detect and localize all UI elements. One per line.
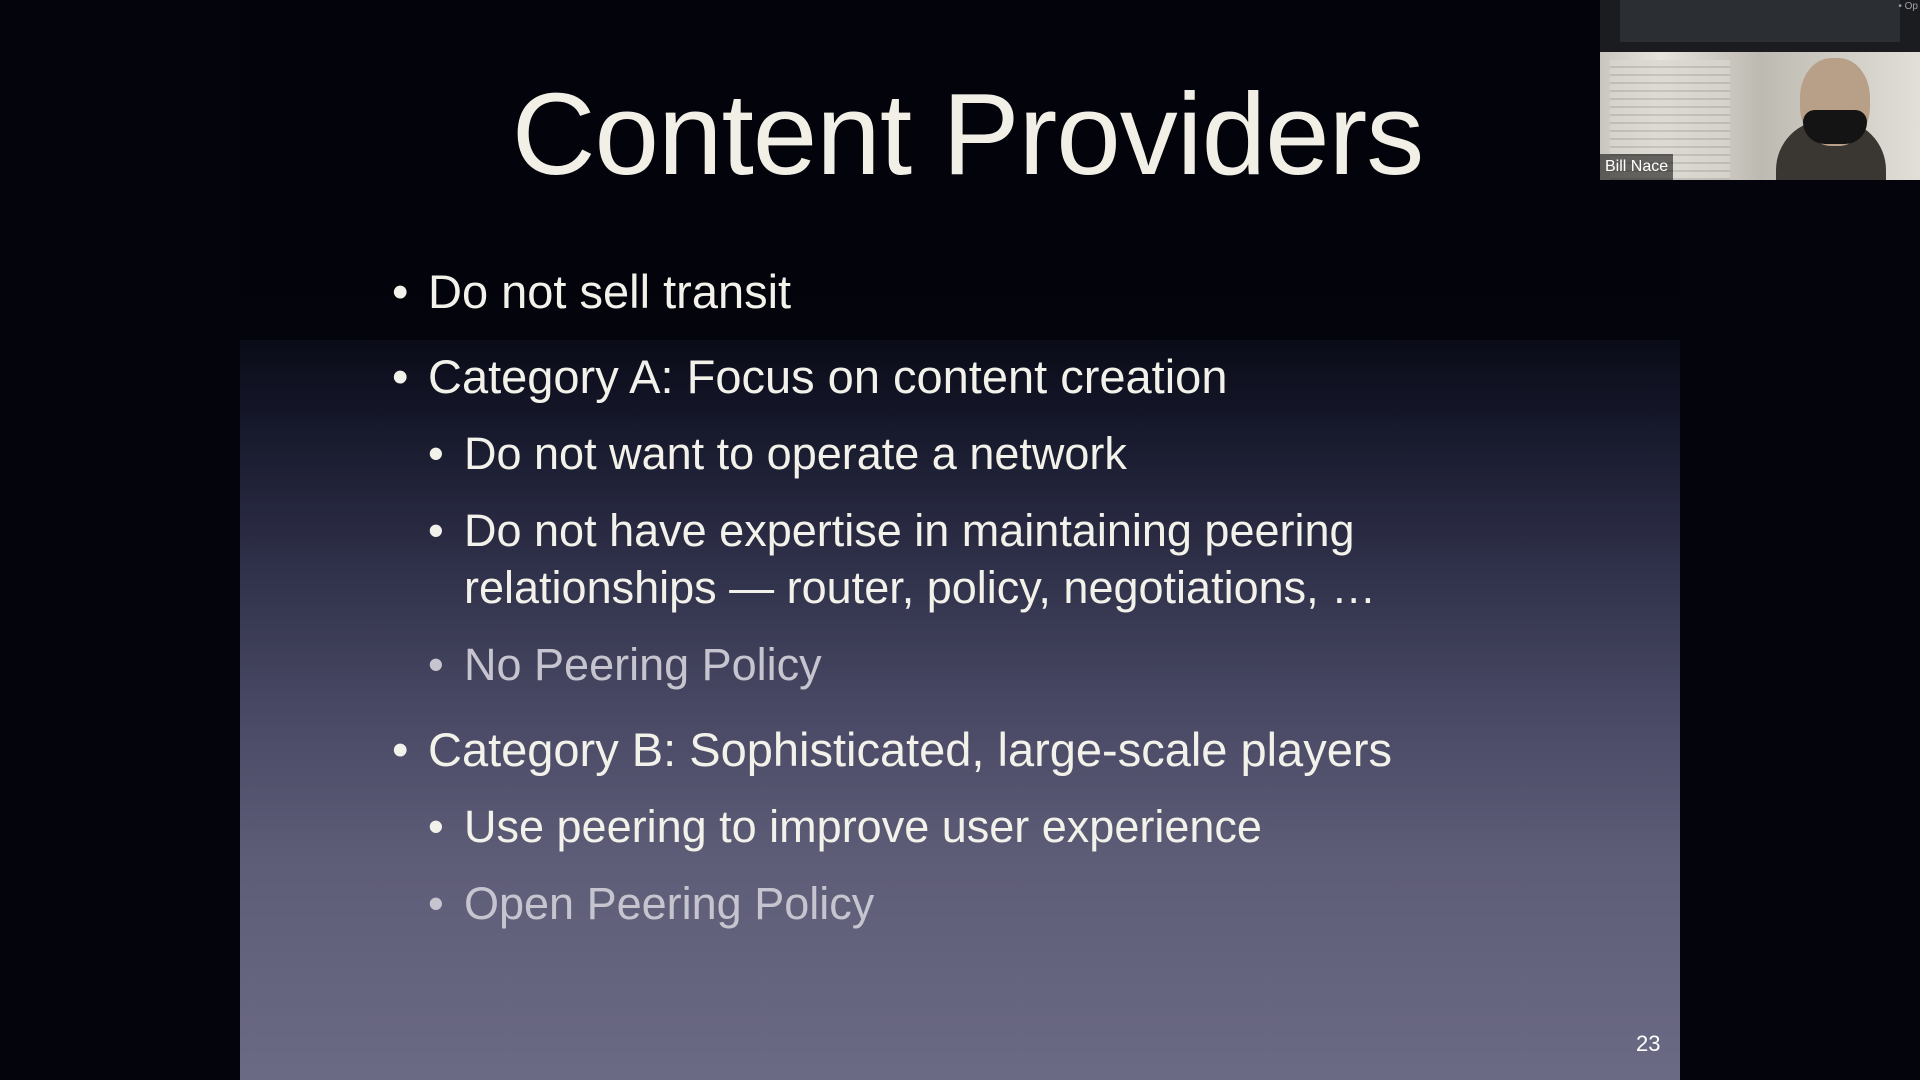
- bullet-item: • Category B: Sophisticated, large-scale…: [392, 721, 1392, 778]
- bullet-text: relationships — router, policy, negotiat…: [464, 562, 1377, 613]
- bullet-dot-icon: •: [428, 505, 444, 556]
- background-tv: [1600, 0, 1920, 52]
- sub-bullet-item: • Do not want to operate a network: [428, 425, 1127, 482]
- bullet-text: Category B: Sophisticated, large-scale p…: [428, 723, 1392, 776]
- bullet-dot-icon: •: [428, 878, 444, 929]
- webcam-corner-label: • Op: [1898, 1, 1918, 12]
- bullet-dot-icon: •: [428, 801, 444, 852]
- bullet-item: • Category A: Focus on content creation: [392, 348, 1228, 405]
- bullet-text: Use peering to improve user experience: [464, 801, 1262, 852]
- bullet-dot-icon: •: [392, 265, 409, 318]
- sub-bullet-item: • Use peering to improve user experience: [428, 798, 1262, 855]
- sub-bullet-item: • No Peering Policy: [428, 636, 822, 693]
- bullet-dot-icon: •: [428, 639, 444, 690]
- sub-bullet-continuation: relationships — router, policy, negotiat…: [464, 559, 1376, 616]
- bullet-text: Do not want to operate a network: [464, 428, 1127, 479]
- sub-bullet-item: • Open Peering Policy: [428, 875, 875, 932]
- bullet-text: Do not sell transit: [428, 265, 792, 318]
- bullet-dot-icon: •: [392, 723, 409, 776]
- bullet-text: Category A: Focus on content creation: [428, 350, 1228, 403]
- bullet-text: No Peering Policy: [464, 639, 822, 690]
- bullet-text: Open Peering Policy: [464, 878, 875, 929]
- sub-bullet-item: • Do not have expertise in maintaining p…: [428, 502, 1355, 559]
- presentation-slide: Content Providers • Do not sell transit …: [240, 0, 1680, 1080]
- bullet-text: Do not have expertise in maintaining pee…: [464, 505, 1355, 556]
- participant-face-mask: [1803, 110, 1867, 144]
- slide-title: Content Providers: [511, 69, 1424, 199]
- bullet-dot-icon: •: [428, 428, 444, 479]
- bullet-item: • Do not sell transit: [392, 263, 792, 320]
- webcam-video-tile[interactable]: • Op Bill Nace: [1600, 0, 1920, 180]
- bullet-dot-icon: •: [392, 350, 409, 403]
- participant-name-label: Bill Nace: [1600, 154, 1674, 180]
